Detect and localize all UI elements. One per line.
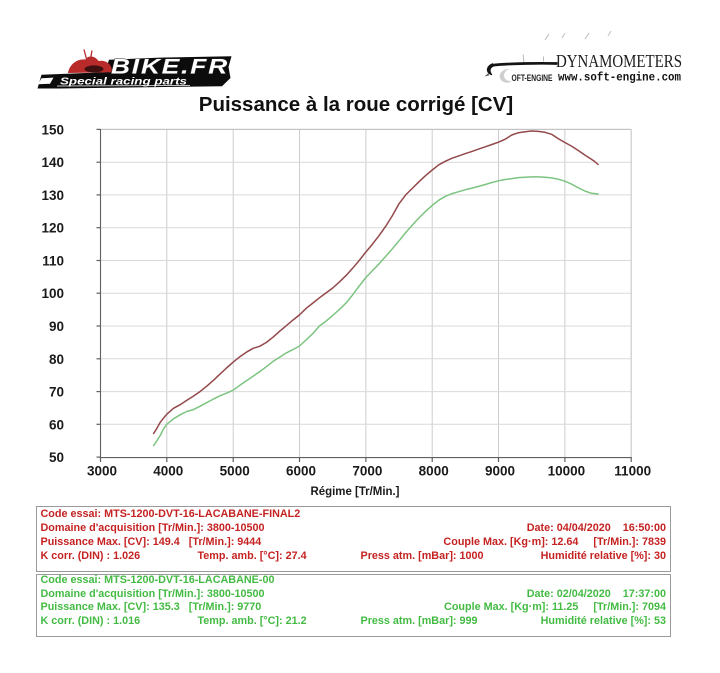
svg-text:BIKE.FR: BIKE.FR bbox=[111, 56, 229, 79]
svg-text:3000: 3000 bbox=[87, 464, 117, 479]
svg-text:Puissance à la roue corrigé [C: Puissance à la roue corrigé [CV] bbox=[199, 93, 513, 116]
svg-text:OFT-ENGINE: OFT-ENGINE bbox=[512, 73, 553, 83]
svg-text:70: 70 bbox=[49, 385, 64, 400]
svg-text:80: 80 bbox=[49, 352, 64, 367]
svg-text:90: 90 bbox=[49, 319, 64, 334]
svg-text:140: 140 bbox=[41, 155, 64, 170]
svg-text:8000: 8000 bbox=[419, 464, 449, 479]
svg-text:110: 110 bbox=[42, 254, 64, 269]
svg-text:Special racing parts: Special racing parts bbox=[60, 75, 187, 87]
svg-text:9000: 9000 bbox=[485, 464, 515, 479]
svg-text:www.soft-engine.com: www.soft-engine.com bbox=[558, 71, 681, 85]
svg-text:50: 50 bbox=[49, 450, 64, 465]
svg-text:5000: 5000 bbox=[220, 464, 250, 479]
svg-text:120: 120 bbox=[41, 221, 64, 236]
svg-text:DYNAMOMETERS: DYNAMOMETERS bbox=[556, 51, 682, 71]
svg-text:7000: 7000 bbox=[352, 464, 382, 479]
svg-text:Régime [Tr/Min.]: Régime [Tr/Min.] bbox=[311, 484, 400, 498]
svg-text:60: 60 bbox=[49, 417, 64, 432]
svg-text:4000: 4000 bbox=[153, 464, 183, 479]
svg-text:11000: 11000 bbox=[614, 464, 651, 479]
svg-text:10000: 10000 bbox=[548, 464, 586, 479]
svg-text:130: 130 bbox=[41, 188, 64, 203]
svg-text:100: 100 bbox=[41, 286, 64, 301]
svg-text:6000: 6000 bbox=[286, 464, 316, 479]
svg-text:150: 150 bbox=[41, 122, 64, 137]
